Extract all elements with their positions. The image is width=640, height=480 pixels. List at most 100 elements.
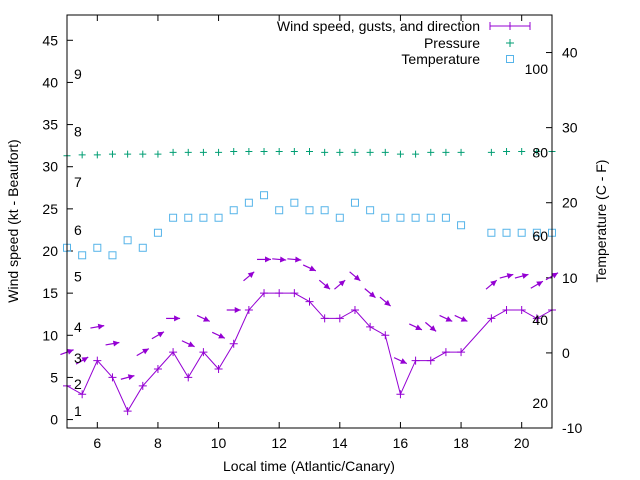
tick-marks <box>67 15 552 429</box>
gust-arrow <box>90 323 105 330</box>
wind-speed-point <box>244 306 253 314</box>
temperature-point <box>411 213 420 222</box>
y2-tick-label: 30 <box>562 120 578 136</box>
wind-speed-point <box>532 314 541 323</box>
temperature-point <box>396 213 405 222</box>
pressure-point <box>533 148 541 156</box>
y2-axis-label: Temperature (C - F) <box>593 160 609 283</box>
wind-speed-point <box>290 289 299 298</box>
wind-speed-point <box>457 348 466 357</box>
gust-arrow <box>530 280 544 289</box>
x-tick-label: 14 <box>332 435 348 451</box>
temperature-point <box>350 198 359 207</box>
legend-temperature-marker <box>506 55 514 63</box>
pressure-point <box>518 148 526 156</box>
temperature-point <box>381 213 390 222</box>
beaufort-label: 8 <box>74 123 82 139</box>
y-tick-label: 40 <box>42 74 58 90</box>
pressure-point <box>154 150 162 158</box>
pressure-point <box>93 151 101 159</box>
wind-speed-point <box>426 356 435 365</box>
legend-label: Temperature <box>401 51 480 67</box>
wind-speed-line <box>66 292 553 413</box>
pressure-point <box>412 150 420 158</box>
wind-speed-point <box>487 314 496 323</box>
temperature-point <box>138 243 147 252</box>
gust-arrow <box>408 323 423 331</box>
wind-speed-point <box>335 314 344 323</box>
temperature-point <box>502 228 511 237</box>
gust-arrow <box>166 315 181 322</box>
gust-arrow <box>136 348 150 357</box>
wind-speed-point <box>320 314 329 323</box>
wind-speed-point <box>153 365 162 373</box>
wind-speed-point <box>108 373 117 382</box>
y-tick-label: 45 <box>42 32 58 48</box>
beaufort-label: 5 <box>74 268 82 284</box>
temperature-point <box>199 213 208 222</box>
x-tick-label: 16 <box>393 435 409 451</box>
x-tick-label: 20 <box>514 435 530 451</box>
pressure-point <box>199 148 207 156</box>
gust-arrow <box>211 331 226 339</box>
wind-speed-point <box>350 306 359 314</box>
fahrenheit-label: 80 <box>532 144 548 160</box>
wind-speed-point <box>305 297 314 306</box>
wind-speed-point <box>93 356 102 365</box>
legend-label: Pressure <box>424 35 480 51</box>
wind-speed-point <box>184 373 193 382</box>
wind-speed-point <box>396 390 405 399</box>
x-tick-label: 8 <box>154 435 162 451</box>
legend-pressure-marker <box>506 39 514 47</box>
y2-tick-label: 20 <box>562 195 578 211</box>
x-tick-label: 6 <box>93 435 101 451</box>
pressure-point <box>290 148 298 156</box>
pressure-point <box>124 150 132 158</box>
pressure-point <box>457 148 465 156</box>
x-tick-label: 18 <box>453 435 469 451</box>
beaufort-label: 3 <box>74 350 82 366</box>
pressure-point <box>321 148 329 156</box>
pressure-point <box>381 148 389 156</box>
plot-series <box>60 148 559 416</box>
pressure-point <box>169 148 177 156</box>
gust-arrow <box>75 356 89 365</box>
gust-arrow <box>334 279 346 290</box>
pressure-point <box>230 148 238 156</box>
temperature-point <box>457 221 466 230</box>
temperature-point <box>123 236 132 245</box>
gust-arrow <box>196 314 211 322</box>
fahrenheit-label: 40 <box>532 312 548 328</box>
wind-speed-point <box>517 306 526 314</box>
fahrenheit-label: 100 <box>525 61 549 77</box>
temperature-point <box>517 228 526 237</box>
pressure-point <box>108 150 116 158</box>
temperature-point <box>305 206 314 215</box>
gust-arrow <box>272 256 287 263</box>
pressure-point <box>245 148 253 156</box>
y-tick-label: 10 <box>42 327 58 343</box>
wind-speed-point <box>229 339 238 348</box>
wind-speed-point <box>138 381 147 390</box>
wind-speed-point <box>441 348 450 357</box>
tick-labels: 6 8 10 12 14 16 18 20051015202530354045-1001020… <box>42 32 582 451</box>
wind-speed-point <box>381 331 390 340</box>
beaufort-label: 4 <box>74 319 82 335</box>
temperature-point <box>184 213 193 222</box>
pressure-point <box>215 148 223 156</box>
pressure-point <box>503 148 511 156</box>
wind-speed-point <box>411 356 420 365</box>
beaufort-label: 2 <box>74 376 82 392</box>
x-tick-label: 10 <box>211 435 227 451</box>
beaufort-label: 7 <box>74 174 82 190</box>
wind-speed-point <box>123 407 132 416</box>
temperature-point <box>335 213 344 222</box>
gust-arrow <box>364 288 376 299</box>
gust-arrow <box>514 273 529 279</box>
gust-arrow <box>318 279 331 290</box>
gust-arrow <box>425 321 437 332</box>
pressure-point <box>396 150 404 158</box>
gust-arrow <box>181 340 195 348</box>
legend: Wind speed, gusts, and directionPressure… <box>277 18 531 67</box>
gust-arrow <box>302 264 317 272</box>
